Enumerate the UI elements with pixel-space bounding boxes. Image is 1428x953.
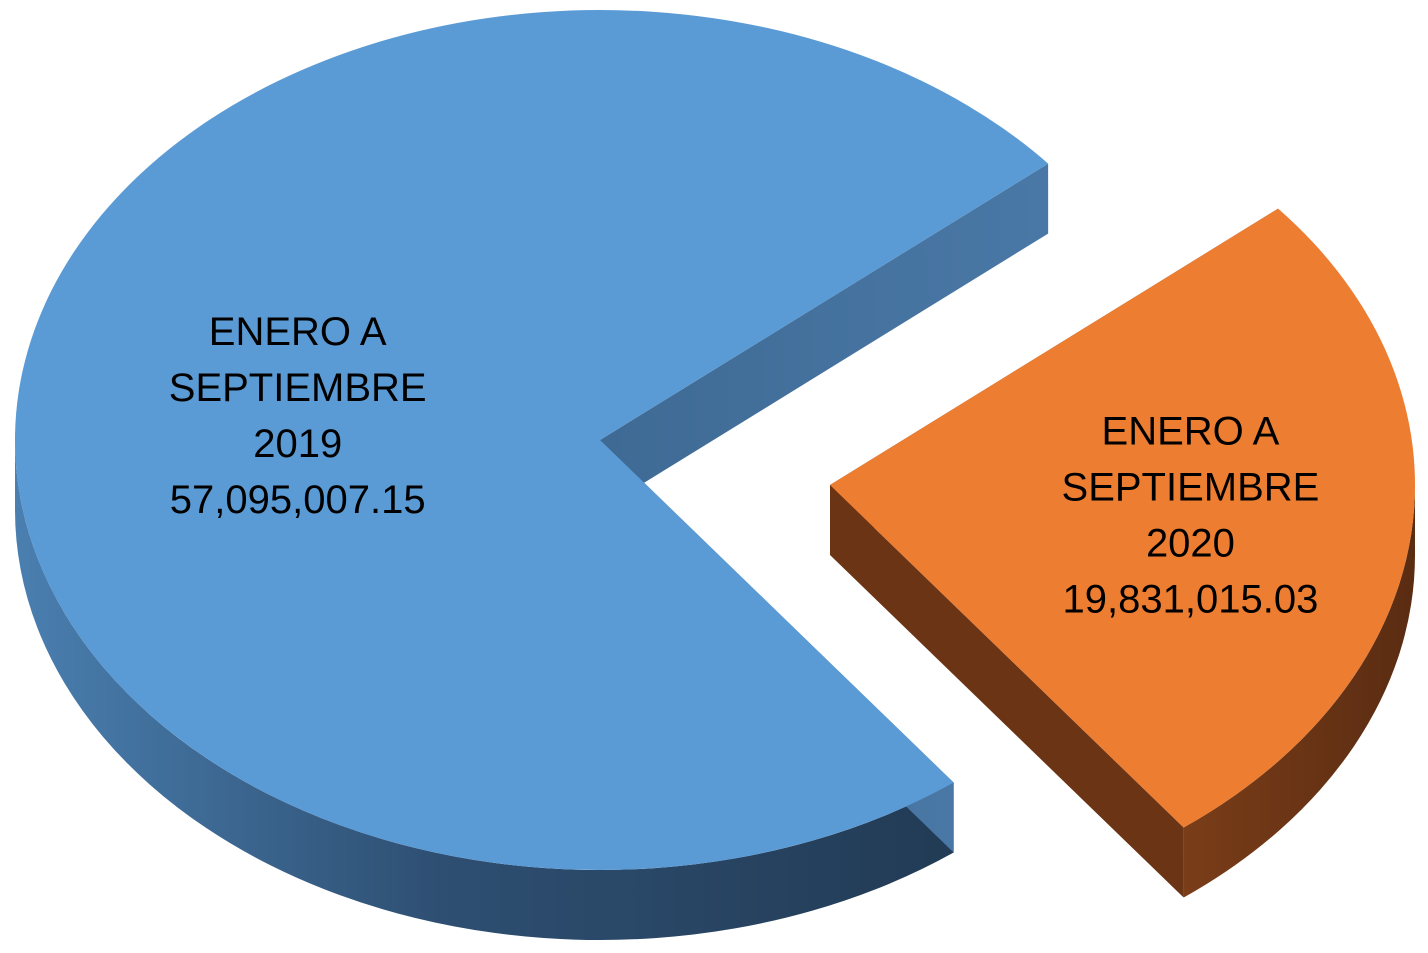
slice-category-label: SEPTIEMBRE (1062, 466, 1320, 510)
pie-slice-side (1183, 485, 1415, 898)
slice-category-label: SEPTIEMBRE (169, 366, 427, 410)
pie-slice-cut-face (830, 485, 1184, 898)
slice-value-label: 57,095,007.15 (170, 478, 426, 522)
slice-data-label: ENERO A SEPTIEMBRE 2019 57,095,007.15 (169, 310, 427, 522)
pie-slice-group (14, 9, 1049, 941)
slice-category-label: ENERO A (1102, 410, 1280, 454)
pie-slice (830, 208, 1415, 828)
labels-layer: ENERO A SEPTIEMBRE 2019 57,095,007.15ENERO … (169, 310, 1320, 622)
pie-slice-cut-face (600, 163, 1049, 511)
pie-slice (14, 9, 1049, 871)
slice-category-label: ENERO A (209, 310, 387, 354)
pie-slice-group (830, 208, 1415, 898)
slice-category-label: 2020 (1146, 522, 1235, 566)
slice-value-label: 19,831,015.03 (1063, 578, 1319, 622)
slice-data-label: ENERO A SEPTIEMBRE 2020 19,831,015.03 (1062, 410, 1320, 622)
pie-slice-side (15, 440, 954, 941)
slice-category-label: 2019 (253, 422, 342, 466)
slices-layer (14, 9, 1415, 941)
